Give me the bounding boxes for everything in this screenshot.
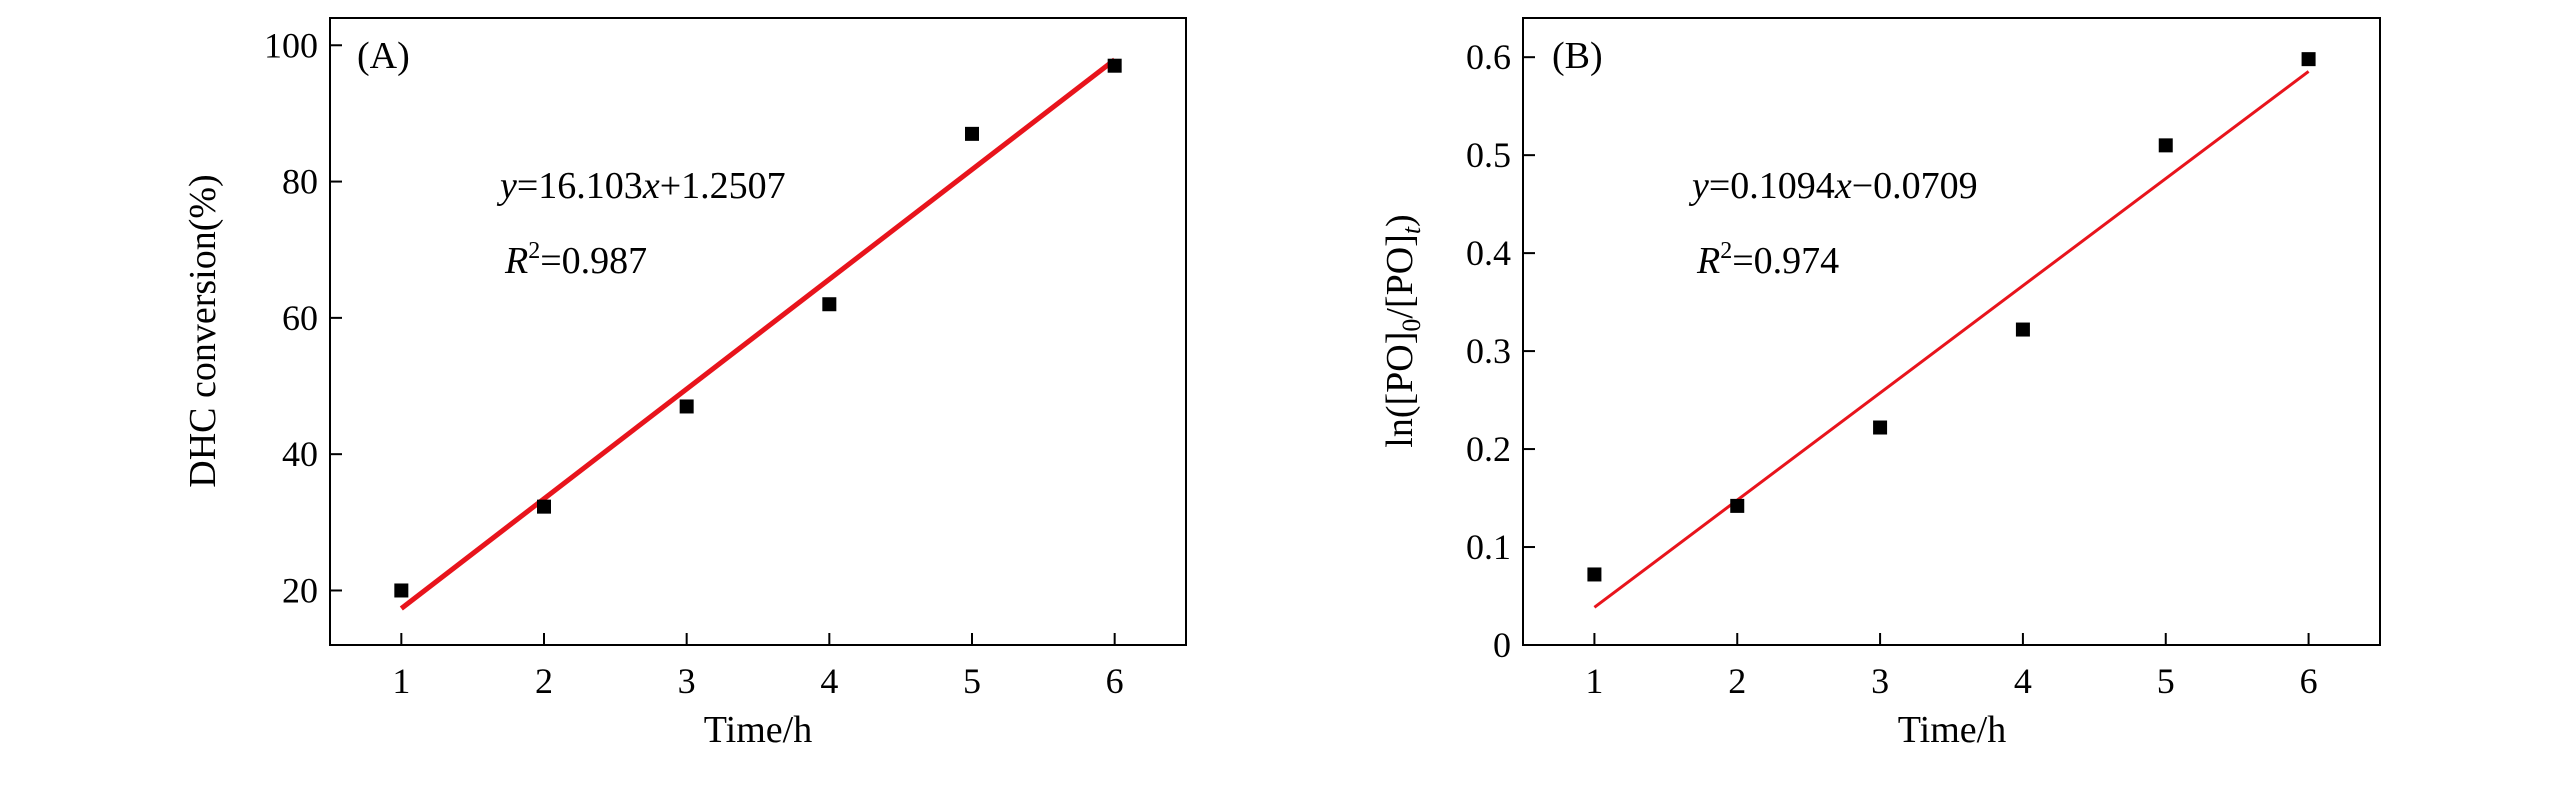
x-tick-label-a: 6 — [1106, 661, 1124, 701]
y-tick-label-b: 0.6 — [1466, 37, 1511, 77]
data-points-a — [394, 58, 1122, 598]
x-axis-title-b: Time/h — [1898, 709, 2006, 751]
eq-x-b: x — [1834, 165, 1852, 207]
plot-frame-b — [1522, 17, 2381, 646]
y-ticks-a: 20 40 60 80 100 — [264, 25, 342, 610]
y-tick-label-b: 0.2 — [1466, 429, 1511, 469]
x-tick-label-a: 5 — [963, 661, 981, 701]
y-tick-label-a: 100 — [264, 25, 318, 65]
r-value-b: =0.974 — [1732, 240, 1839, 282]
y-tick-label-b: 0.5 — [1466, 135, 1511, 175]
data-points-b — [1587, 52, 2316, 582]
x-ticks-a: 1 2 3 4 5 6 — [392, 633, 1124, 701]
panel-label-a: (A) — [357, 35, 410, 77]
x-tick-label-b: 5 — [2157, 661, 2175, 701]
y-axis-title-b: ln([PO]0/[PO]t) — [1379, 214, 1426, 447]
x-tick-label-a: 2 — [535, 661, 553, 701]
ylabel-b-sub0: 0 — [1397, 319, 1426, 332]
fit-equation-a: y=16.103x+1.2507 — [496, 165, 786, 207]
x-tick-label-a: 1 — [392, 661, 410, 701]
data-point-a — [1107, 58, 1122, 73]
plot-frame-a — [329, 17, 1187, 646]
y-tick-label-b: 0 — [1493, 625, 1511, 665]
x-tick-label-b: 4 — [2014, 661, 2032, 701]
eq-intercept-b: −0.0709 — [1852, 165, 1978, 207]
ylabel-b-subt: t — [1397, 226, 1426, 234]
data-point-a — [965, 126, 979, 141]
r-superscript-b: 2 — [1720, 238, 1732, 264]
x-tick-label-b: 3 — [1871, 661, 1889, 701]
r-symbol-a: R — [504, 240, 528, 282]
y-tick-label-a: 60 — [282, 298, 318, 338]
x-tick-label-b: 1 — [1585, 661, 1603, 701]
eq-y-b: y — [1688, 165, 1709, 207]
data-point-a — [537, 499, 551, 514]
y-ticks-b: 0 0.1 0.2 0.3 0.4 0.5 0.6 — [1466, 37, 1535, 665]
ylabel-b-main: ln([PO] — [1379, 332, 1421, 448]
eq-y-a: y — [496, 165, 517, 207]
ylabel-b-close: ) — [1379, 214, 1421, 227]
data-point-a — [679, 399, 694, 414]
data-point-b — [2301, 52, 2316, 67]
y-tick-label-b: 0.4 — [1466, 233, 1511, 273]
y-axis-title-a: DHC conversion(%) — [182, 174, 224, 487]
eq-slope-b: =0.1094 — [1709, 165, 1835, 207]
x-ticks-b: 1 2 3 4 5 6 — [1585, 633, 2318, 701]
r-symbol-b: R — [1696, 240, 1720, 282]
y-tick-label-a: 20 — [282, 570, 318, 610]
y-tick-label-a: 80 — [282, 162, 318, 202]
y-tick-label-b: 0.1 — [1466, 527, 1511, 567]
data-point-a — [822, 297, 837, 312]
eq-intercept-a: +1.2507 — [660, 165, 786, 207]
eq-slope-a: =16.103 — [517, 165, 643, 207]
x-tick-label-b: 6 — [2300, 661, 2318, 701]
x-tick-label-a: 3 — [678, 661, 696, 701]
x-tick-label-a: 4 — [820, 661, 838, 701]
r-squared-a: R2=0.987 — [504, 238, 647, 282]
fit-line-b — [1593, 70, 2310, 609]
r-squared-b: R2=0.974 — [1696, 238, 1839, 282]
panel-label-b: (B) — [1552, 35, 1603, 77]
r-value-a: =0.987 — [540, 240, 647, 282]
data-point-b — [1873, 420, 1888, 435]
ylabel-b-mid: /[PO] — [1379, 234, 1421, 318]
data-point-b — [2158, 138, 2173, 153]
fit-line-a — [399, 57, 1117, 611]
data-point-b — [1730, 498, 1745, 513]
data-point-b — [2015, 322, 2030, 337]
y-tick-label-a: 40 — [282, 434, 318, 474]
data-point-b — [1587, 567, 1602, 582]
eq-x-a: x — [642, 165, 660, 207]
x-axis-title-a: Time/h — [704, 709, 812, 751]
r-superscript-a: 2 — [528, 238, 540, 264]
x-tick-label-b: 2 — [1728, 661, 1746, 701]
panel-b: 1 2 3 4 5 6 0 0.1 0.2 0.3 0.4 0.5 0.6 (B) y=0.1094x… — [1379, 17, 2381, 751]
y-tick-label-b: 0.3 — [1466, 331, 1511, 371]
fit-equation-b: y=0.1094x−0.0709 — [1688, 165, 1978, 207]
data-point-a — [394, 583, 409, 598]
